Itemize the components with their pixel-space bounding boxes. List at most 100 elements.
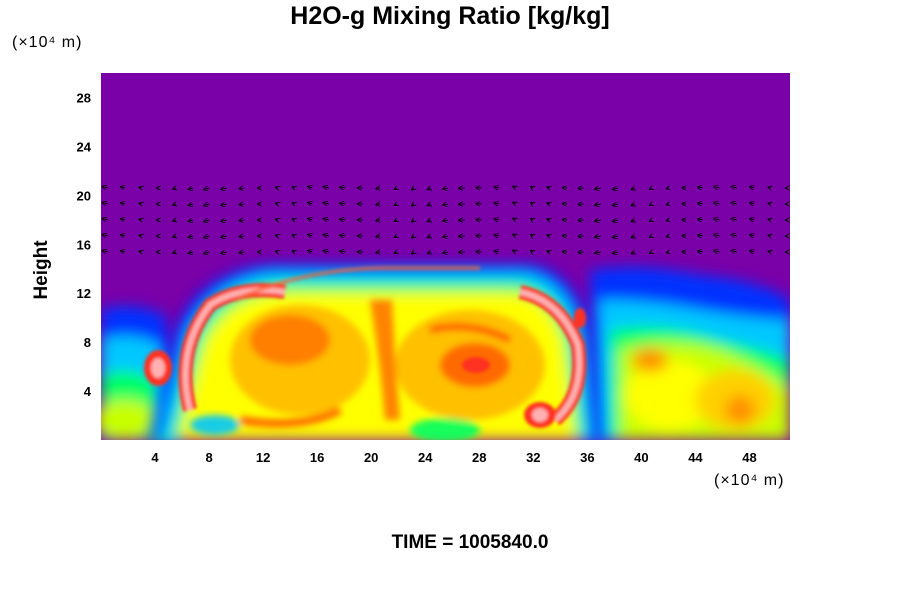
wind-vector-arrow <box>239 188 245 189</box>
wind-vector-arrow <box>239 252 245 253</box>
wind-vector-arrow <box>221 204 228 205</box>
wind-vector-arrow <box>698 219 704 220</box>
wind-vector-arrow <box>547 235 550 236</box>
y-tick-label: 16 <box>77 237 91 252</box>
wind-vector-arrow <box>714 203 721 204</box>
wind-vector-arrow <box>376 252 380 253</box>
x-tick-label: 16 <box>310 450 324 465</box>
y-tick-label: 12 <box>77 286 91 301</box>
wind-vector-arrow <box>495 251 499 252</box>
wind-vector-arrow <box>428 188 431 189</box>
chart-title: H2O-g Mixing Ratio [kg/kg] <box>290 2 610 30</box>
wind-vector-arrow <box>189 188 194 189</box>
wind-vector-arrow <box>495 235 499 236</box>
wind-vector-arrow <box>613 252 619 253</box>
wind-vector-arrow <box>750 235 754 236</box>
y-tick-label: 28 <box>77 90 91 105</box>
x-tick-label: 48 <box>742 450 756 465</box>
wind-vector-arrow <box>221 220 228 221</box>
wind-vector-arrow <box>308 203 312 204</box>
wind-vector-arrow <box>324 219 330 220</box>
wind-vector-arrow <box>428 220 431 221</box>
wind-vector-arrow <box>714 251 721 252</box>
wind-vector-arrow <box>340 251 347 252</box>
wind-vector-arrow <box>613 188 619 189</box>
wind-vector-arrow <box>173 188 176 189</box>
wind-vector-arrow <box>750 187 754 188</box>
wind-vector-arrow <box>650 220 652 221</box>
wind-vector-arrow <box>595 220 602 221</box>
wind-vector-arrow <box>595 188 602 189</box>
wind-vector-arrow <box>412 236 414 237</box>
wind-vector-arrow <box>547 251 550 252</box>
wind-vectors <box>102 187 788 254</box>
wind-vector-arrow <box>376 220 380 221</box>
wind-vector-arrow <box>595 252 602 253</box>
wind-vector-arrow <box>324 235 330 236</box>
wind-vector-arrow <box>121 187 125 188</box>
x-tick-label: 36 <box>580 450 594 465</box>
y-tick-label: 20 <box>77 188 91 203</box>
wind-vector-arrow <box>173 236 176 237</box>
x-tick-label: 12 <box>256 450 270 465</box>
wind-vector-arrow <box>239 220 245 221</box>
wind-vector-arrow <box>324 203 330 204</box>
wind-vector-arrow <box>276 219 278 220</box>
heatmap-field <box>101 73 790 440</box>
x-tick-labels: 4 8 12 16 20 24 28 32 36 40 44 48 <box>151 450 756 465</box>
wind-vector-arrow <box>531 203 533 204</box>
wind-vector-arrow <box>731 219 738 220</box>
y-tick-label: 8 <box>84 335 91 350</box>
wind-vector-arrow <box>698 187 704 188</box>
wind-vector-arrow <box>547 219 550 220</box>
wind-vector-arrow <box>769 251 771 252</box>
wind-vector-arrow <box>750 251 754 252</box>
wind-vector-arrow <box>121 219 125 220</box>
wind-vector-arrow <box>698 251 704 252</box>
wind-vector-arrow <box>769 187 771 188</box>
wind-vector-arrow <box>293 203 295 204</box>
wind-vector-arrow <box>139 203 142 204</box>
wind-vector-arrow <box>667 236 669 237</box>
wind-vector-arrow <box>443 236 449 237</box>
wind-vector-arrow <box>276 187 278 188</box>
x-unit-label: (×10⁴ m) <box>714 472 785 489</box>
wind-vector-arrow <box>750 219 754 220</box>
wind-vector-arrow <box>667 252 669 253</box>
wind-vector-arrow <box>204 188 211 189</box>
wind-vector-arrow <box>308 235 312 236</box>
wind-vector-arrow <box>547 203 550 204</box>
wind-vector-arrow <box>547 187 550 188</box>
wind-vector-arrow <box>395 188 397 189</box>
wind-vector-arrow <box>667 220 669 221</box>
pink-rim-bands <box>144 266 587 428</box>
wind-vector-arrow <box>632 236 635 237</box>
wind-vector-arrow <box>613 220 619 221</box>
wind-vector-arrow <box>189 252 194 253</box>
wind-vector-arrow <box>595 236 602 237</box>
wind-vector-arrow <box>340 187 347 188</box>
x-tick-label: 4 <box>151 450 159 465</box>
wind-vector-arrow <box>714 187 721 188</box>
wind-vector-arrow <box>714 235 721 236</box>
wind-vector-arrow <box>276 203 278 204</box>
right-moist-region <box>590 266 790 440</box>
dome-interior-bands <box>190 300 545 440</box>
wind-vector-arrow <box>121 251 125 252</box>
wind-vector-arrow <box>650 188 652 189</box>
wind-vector-arrow <box>412 188 414 189</box>
wind-vector-arrow <box>221 236 228 237</box>
x-tick-label: 28 <box>472 450 486 465</box>
wind-vector-arrow <box>731 251 738 252</box>
wind-vector-arrow <box>189 220 194 221</box>
wind-vector-arrow <box>293 187 295 188</box>
x-tick-label: 40 <box>634 450 648 465</box>
x-tick-label: 20 <box>364 450 378 465</box>
wind-vector-arrow <box>750 203 754 204</box>
wind-vector-arrow <box>667 204 669 205</box>
wind-vector-arrow <box>632 204 635 205</box>
wind-vector-arrow <box>495 219 499 220</box>
wind-vector-arrow <box>428 236 431 237</box>
wind-vector-arrow <box>731 187 738 188</box>
wind-vector-arrow <box>293 251 295 252</box>
